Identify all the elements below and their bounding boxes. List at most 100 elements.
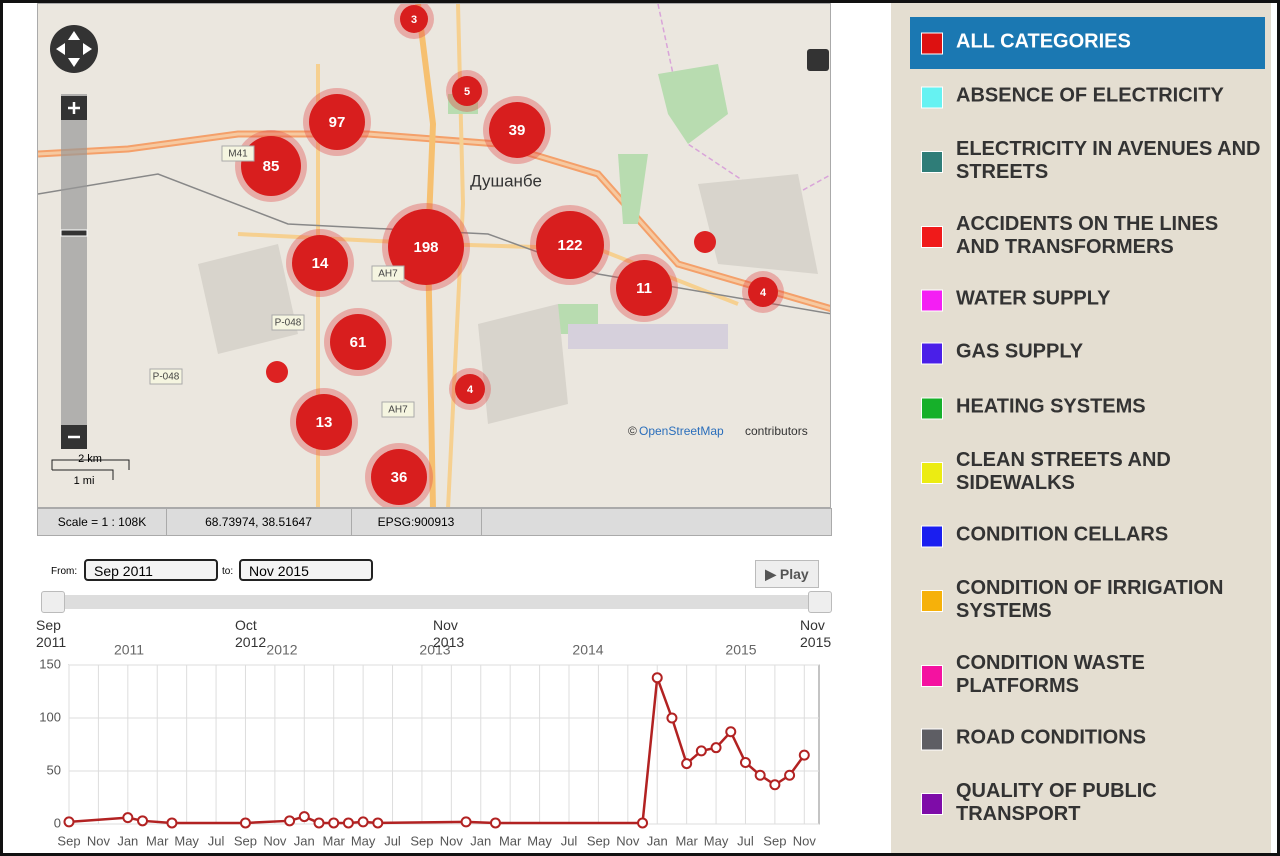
road-shield <box>271 314 305 331</box>
slider-label: Nov 2013 <box>433 617 465 650</box>
cluster-count: 198 <box>413 239 438 256</box>
slider-handle[interactable] <box>808 591 832 613</box>
slider-handle[interactable] <box>41 591 65 613</box>
category-item[interactable]: ACCIDENTS ON THE LINES AND TRANSFORMERS <box>921 213 1266 259</box>
x-tick-label: Nov <box>616 833 640 848</box>
cluster-count: 97 <box>329 114 346 131</box>
data-point <box>681 758 693 770</box>
layer-switcher[interactable] <box>807 49 829 71</box>
cluster[interactable] <box>292 235 348 291</box>
zoom-bar[interactable] <box>61 94 87 449</box>
category-item[interactable]: GAS SUPPLY <box>921 340 1266 364</box>
cluster[interactable] <box>241 136 301 196</box>
year-label: 2015 <box>725 642 756 658</box>
data-point <box>328 817 340 829</box>
cluster[interactable] <box>330 314 386 370</box>
category-item[interactable]: WATER SUPPLY <box>921 288 1266 311</box>
marker[interactable] <box>266 361 288 383</box>
data-point <box>63 816 75 828</box>
cluster[interactable] <box>536 211 604 279</box>
data-point <box>166 817 178 829</box>
map[interactable]: 3 5 97 39 85 198 122 14 11 4 61 4 13 36 Душанбе M41 AH7… <box>37 3 831 508</box>
category-item[interactable]: ROAD CONDITIONS <box>921 727 1266 750</box>
from-select[interactable]: Sep 2011 <box>84 559 218 581</box>
category-name: QUALITY OF PUBLIC TRANSPORT <box>956 780 1157 825</box>
data-point <box>710 742 722 754</box>
data-point <box>798 749 810 761</box>
marker[interactable] <box>694 231 716 253</box>
cluster[interactable] <box>400 5 428 33</box>
y-tick-label: 0 <box>54 815 61 830</box>
data-point <box>372 817 384 829</box>
category-item[interactable]: ELECTRICITY IN AVENUES AND STREETS <box>921 138 1266 184</box>
cluster[interactable] <box>489 102 545 158</box>
category-item[interactable]: HEATING SYSTEMS <box>921 396 1266 419</box>
x-tick-label: Nov <box>263 833 287 848</box>
cluster[interactable] <box>371 449 427 505</box>
data-point <box>460 816 472 828</box>
road-label: M41 <box>228 149 248 160</box>
category-swatch <box>921 397 943 419</box>
x-tick-label: Jan <box>294 833 315 848</box>
year-label: 2013 <box>419 642 450 658</box>
map-canvas: 3 5 97 39 85 198 122 14 11 4 61 4 13 36 Душанбе M41 AH7… <box>38 4 830 507</box>
zoom-slider[interactable] <box>60 229 88 237</box>
cluster-count: 4 <box>467 384 474 396</box>
category-item[interactable]: ABSENCE OF ELECTRICITY <box>921 84 1266 108</box>
x-tick-label: Mar <box>146 833 169 848</box>
to-select[interactable]: Nov 2015 <box>239 559 373 581</box>
category-item[interactable]: ALL CATEGORIES <box>921 31 1266 54</box>
data-point <box>769 779 781 791</box>
x-tick-label: Jul <box>737 833 754 848</box>
scale-km: 2 km <box>78 453 102 465</box>
x-tick-label: May <box>351 833 376 848</box>
data-point <box>754 769 766 781</box>
cluster-count: 11 <box>636 280 652 297</box>
category-name: GAS SUPPLY <box>956 340 1084 363</box>
data-point <box>137 815 149 827</box>
data-point <box>637 817 649 829</box>
attribution[interactable]: OpenStreetMap <box>639 424 724 438</box>
cluster[interactable] <box>452 76 482 106</box>
data-point <box>725 726 737 738</box>
cluster[interactable] <box>748 277 778 307</box>
pan-control[interactable] <box>50 25 98 73</box>
x-tick-label: Jul <box>561 833 578 848</box>
data-point <box>489 817 501 829</box>
cluster-count: 14 <box>312 255 329 272</box>
cluster-count: 3 <box>411 14 417 26</box>
time-slider[interactable] <box>43 595 829 609</box>
cluster[interactable] <box>388 209 464 285</box>
cluster[interactable] <box>616 260 672 316</box>
x-tick-label: May <box>174 833 199 848</box>
category-swatch <box>921 525 943 547</box>
cluster[interactable] <box>296 394 352 450</box>
y-tick-label: 150 <box>39 656 61 671</box>
category-item[interactable]: QUALITY OF PUBLIC TRANSPORT <box>921 780 1266 826</box>
cluster-count: 122 <box>557 237 582 254</box>
data-point <box>695 745 707 757</box>
category-swatch <box>921 342 943 364</box>
data-point <box>284 815 296 827</box>
to-label: to: <box>222 566 234 577</box>
cluster[interactable] <box>309 94 365 150</box>
attribution: contributors <box>745 424 808 438</box>
play-button[interactable]: ▶ Play <box>755 560 819 588</box>
x-tick-label: Sep <box>763 833 786 848</box>
data-point <box>313 817 325 829</box>
category-item[interactable]: CONDITION WASTE PLATFORMS <box>921 652 1266 698</box>
category-item[interactable]: CONDITION CELLARS <box>921 523 1266 547</box>
cluster-count: 39 <box>509 122 526 139</box>
category-swatch <box>921 793 943 815</box>
status-cell: Scale = 1 : 108K <box>38 509 167 535</box>
status-cell: 68.73974, 38.51647 <box>166 509 352 535</box>
category-item[interactable]: CONDITION OF IRRIGATION SYSTEMS <box>921 577 1266 623</box>
category-name: CONDITION CELLARS <box>956 523 1169 546</box>
category-item[interactable]: CLEAN STREETS AND SIDEWALKS <box>921 449 1266 495</box>
status-bar: Scale = 1 : 108K 68.73974, 38.51647 EPSG:9… <box>37 508 832 536</box>
category-name: ABSENCE OF ELECTRICITY <box>956 84 1224 107</box>
road-shield <box>381 401 415 418</box>
road-shield <box>371 265 405 282</box>
cluster[interactable] <box>455 374 485 404</box>
x-tick-label: Nov <box>87 833 111 848</box>
